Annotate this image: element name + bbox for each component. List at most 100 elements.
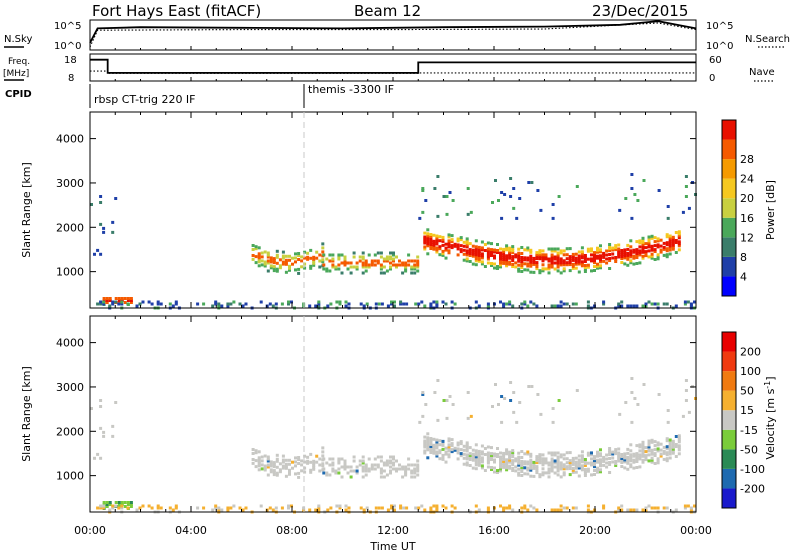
power-cell	[465, 259, 469, 263]
velocity-cell	[447, 443, 451, 447]
velocity-cell	[687, 410, 691, 414]
power-cell	[423, 231, 427, 235]
power-cell	[281, 260, 285, 264]
velocity-cell	[294, 472, 297, 476]
velocity-cell	[108, 501, 112, 504]
power-cell	[260, 255, 264, 259]
velocity-cell	[174, 506, 178, 510]
power-cell	[617, 243, 621, 247]
power-cell	[514, 253, 518, 257]
velocity-cell	[508, 456, 512, 460]
velocity-cell	[629, 457, 633, 461]
velocity-cell	[626, 467, 630, 471]
velocity-cell	[541, 461, 545, 465]
velocity-cell	[571, 466, 575, 470]
power-cell	[423, 237, 427, 241]
power-cell	[611, 252, 615, 256]
y-tick-label: 1000	[56, 266, 84, 279]
power-cell	[331, 253, 335, 257]
power-cell	[462, 258, 466, 262]
power-cell	[426, 252, 430, 256]
power-cell	[514, 255, 518, 259]
velocity-cell	[656, 461, 660, 465]
velocity-cell	[281, 464, 285, 468]
velocity-cell	[486, 506, 490, 510]
power-cell	[599, 260, 602, 264]
velocity-cell	[340, 465, 344, 469]
velocity-cell	[355, 465, 359, 469]
velocity-cell	[608, 461, 612, 464]
velocity-cell	[553, 453, 557, 457]
velocity-cell	[196, 506, 200, 510]
velocity-cell	[614, 462, 618, 465]
power-cell	[496, 265, 499, 268]
velocity-cell	[486, 461, 490, 465]
power-cell	[623, 256, 627, 260]
velocity-cell	[410, 469, 414, 473]
velocity-cell	[665, 437, 669, 441]
power-cell	[520, 246, 524, 249]
velocity-cell	[456, 443, 460, 447]
velocity-cell	[608, 463, 612, 466]
power-cell	[117, 299, 121, 302]
velocity-cell	[590, 457, 593, 461]
power-cell	[135, 304, 139, 308]
velocity-cell	[294, 460, 297, 464]
velocity-cell	[355, 471, 359, 475]
velocity-cell	[605, 453, 609, 457]
power-cell	[511, 263, 515, 266]
power-cell	[671, 235, 675, 239]
power-cell	[102, 297, 106, 300]
velocity-cell	[376, 455, 380, 459]
velocity-cell	[114, 501, 118, 504]
velocity-cell	[620, 459, 624, 462]
power-cell	[314, 304, 318, 308]
velocity-cell	[620, 457, 624, 460]
power-cell	[568, 263, 572, 267]
velocity-cell	[577, 474, 581, 478]
power-cell	[257, 246, 261, 250]
power-cell	[608, 243, 612, 246]
power-cell	[358, 255, 362, 259]
velocity-cell	[635, 458, 639, 461]
velocity-cell	[99, 456, 103, 460]
power-cell	[653, 258, 657, 261]
power-cell	[674, 241, 678, 244]
power-cell	[477, 245, 481, 249]
velocity-cell	[490, 446, 493, 450]
power-cell	[90, 203, 93, 206]
power-cell	[650, 244, 654, 248]
power-cell	[556, 304, 560, 308]
power-cell	[321, 260, 325, 264]
velocity-cell	[480, 450, 484, 454]
power-cell	[272, 265, 276, 269]
velocity-cell	[683, 506, 687, 510]
power-cell	[102, 300, 106, 304]
power-cell	[611, 248, 615, 252]
velocity-cell	[535, 508, 539, 512]
power-cell	[650, 254, 654, 258]
velocity-cell	[602, 455, 606, 459]
power-cell	[268, 302, 272, 306]
power-cell	[266, 255, 270, 259]
velocity-cell	[318, 469, 322, 473]
power-cell	[380, 302, 384, 306]
power-cell	[541, 257, 545, 261]
power-cell	[275, 249, 279, 253]
power-cell	[426, 238, 430, 242]
power-cell	[138, 302, 142, 306]
power-cell	[421, 210, 425, 214]
velocity-cell	[583, 472, 587, 475]
velocity-cell	[278, 470, 282, 474]
velocity-cell	[347, 506, 351, 510]
velocity-cell	[331, 457, 335, 461]
velocity-cell	[553, 451, 557, 455]
power-cell	[471, 244, 475, 248]
power-cell	[502, 259, 506, 263]
power-cell	[474, 300, 478, 304]
nsearch-label: N.Search	[745, 34, 790, 45]
power-cell	[571, 262, 575, 266]
velocity-cell	[474, 455, 478, 459]
velocity-cell	[509, 399, 513, 402]
velocity-cell	[550, 469, 554, 473]
